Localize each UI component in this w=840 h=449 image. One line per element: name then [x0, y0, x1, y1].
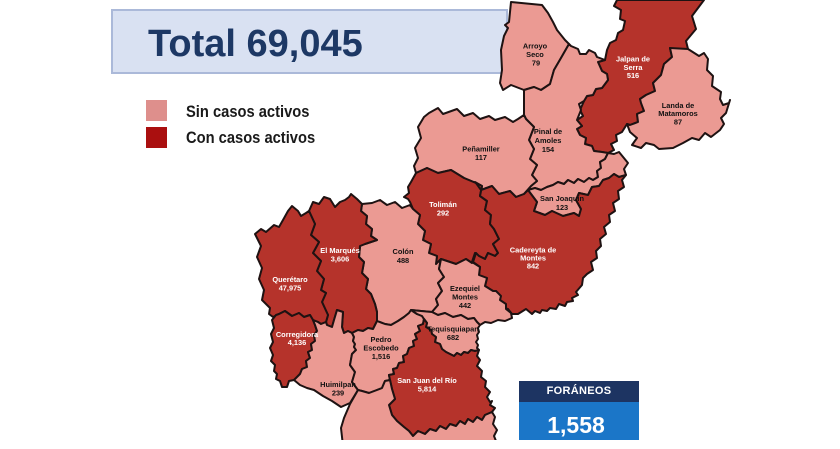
svg-text:488: 488 — [397, 256, 409, 265]
svg-text:Tolimán: Tolimán — [429, 200, 457, 209]
svg-text:Pedro: Pedro — [371, 335, 392, 344]
svg-text:442: 442 — [459, 301, 471, 310]
svg-text:Montes: Montes — [520, 254, 546, 263]
svg-text:292: 292 — [437, 209, 449, 218]
svg-text:Querétaro: Querétaro — [272, 275, 308, 284]
svg-text:Serra: Serra — [624, 63, 644, 72]
svg-text:87: 87 — [674, 118, 682, 127]
svg-text:1,516: 1,516 — [372, 352, 391, 361]
svg-text:Pinal de: Pinal de — [534, 127, 562, 136]
svg-text:79: 79 — [532, 59, 540, 68]
svg-text:San Juan del Río: San Juan del Río — [397, 376, 457, 385]
svg-text:239: 239 — [332, 389, 344, 398]
svg-text:Jalpan de: Jalpan de — [616, 55, 650, 64]
svg-text:682: 682 — [447, 333, 459, 342]
svg-text:117: 117 — [475, 153, 487, 162]
svg-text:Arroyo: Arroyo — [523, 42, 548, 51]
svg-text:Peñamiller: Peñamiller — [462, 145, 500, 154]
svg-text:47,975: 47,975 — [279, 284, 302, 293]
svg-text:Colón: Colón — [393, 247, 414, 256]
svg-text:San Joaquín: San Joaquín — [540, 194, 584, 203]
svg-text:Corregidora: Corregidora — [276, 330, 319, 339]
svg-text:Huimilpan: Huimilpan — [320, 380, 356, 389]
svg-text:El Marqués: El Marqués — [320, 246, 359, 255]
svg-text:Cadereyta de: Cadereyta de — [510, 246, 556, 255]
svg-text:Escobedo: Escobedo — [363, 344, 399, 353]
svg-text:Matamoros: Matamoros — [658, 109, 697, 118]
svg-text:Amoles: Amoles — [535, 136, 562, 145]
svg-text:Landa de: Landa de — [662, 101, 694, 110]
svg-text:123: 123 — [556, 203, 568, 212]
svg-text:Seco: Seco — [526, 50, 544, 59]
svg-text:3,606: 3,606 — [331, 255, 350, 264]
svg-text:5,814: 5,814 — [418, 385, 437, 394]
svg-text:Tequisquiapan: Tequisquiapan — [427, 325, 479, 334]
svg-text:Ezequiel: Ezequiel — [450, 284, 480, 293]
svg-text:4,136: 4,136 — [288, 338, 307, 347]
svg-text:516: 516 — [627, 71, 639, 80]
svg-text:Montes: Montes — [452, 293, 478, 302]
svg-text:842: 842 — [527, 262, 539, 271]
svg-text:154: 154 — [542, 145, 555, 154]
